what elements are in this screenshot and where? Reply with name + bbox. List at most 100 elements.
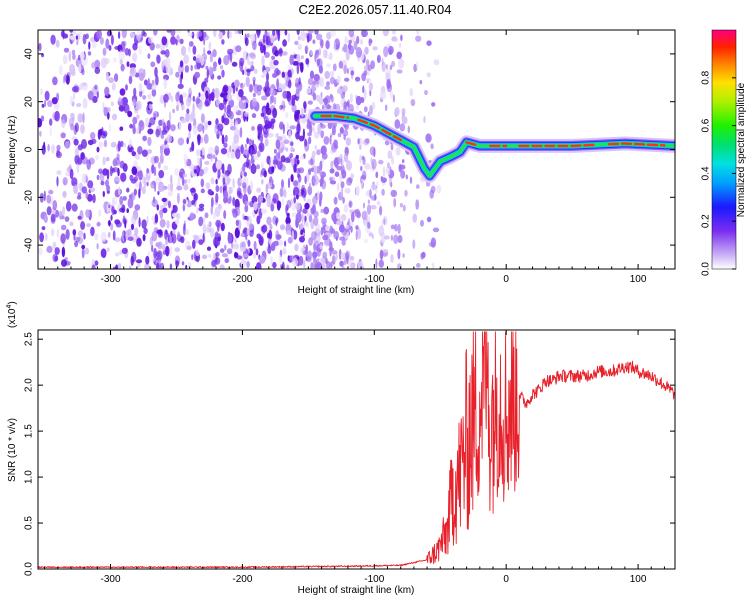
heatmap-cell [286, 199, 292, 209]
heatmap-cell [390, 181, 393, 188]
heatmap-cell [232, 178, 235, 189]
heatmap-cell [343, 134, 347, 141]
heatmap-cell [210, 91, 215, 102]
heatmap-cell [235, 45, 242, 53]
heatmap-cell [52, 76, 58, 86]
heatmap-cell [369, 89, 372, 97]
heatmap-cell [286, 91, 292, 102]
heatmap-cell [201, 155, 205, 160]
heatmap-cell [366, 215, 371, 224]
heatmap-cell [336, 165, 342, 171]
heatmap-cell [250, 147, 253, 157]
heatmap-cell [387, 150, 393, 160]
heatmap-cell [246, 227, 250, 236]
heatmap-cell [187, 122, 192, 132]
heatmap-cell [166, 120, 171, 131]
heatmap-cell [227, 48, 234, 55]
heatmap-cell [74, 240, 79, 248]
heatmap-cell [265, 183, 269, 194]
heatmap-cell [367, 199, 370, 204]
heatmap-cell [110, 101, 114, 107]
heatmap-cell [98, 141, 104, 148]
heatmap-cell [234, 237, 237, 244]
heatmap-cell [205, 65, 209, 70]
heatmap-cell [363, 106, 368, 113]
heatmap-cell [338, 248, 342, 260]
heatmap-cell [328, 247, 335, 252]
heatmap-cell [119, 195, 124, 206]
heatmap-cell [402, 253, 405, 258]
heatmap-cell [120, 41, 126, 53]
heatmap-cell [390, 189, 397, 198]
heatmap-cell [157, 181, 165, 193]
heatmap-cell [192, 239, 196, 249]
ridge-peak [465, 141, 479, 147]
heatmap-cell [100, 180, 105, 186]
heatmap-cell [401, 159, 405, 164]
heatmap-cell [165, 238, 168, 246]
heatmap-cell [130, 223, 135, 231]
heatmap-cell [234, 251, 238, 259]
heatmap-cell [141, 219, 147, 230]
heatmap-cell [393, 37, 398, 42]
heatmap-cell [138, 45, 142, 55]
heatmap-cell [329, 76, 336, 85]
heatmap-cell [339, 260, 344, 267]
heatmap-cell [399, 164, 406, 170]
heatmap-cell [119, 59, 123, 65]
heatmap-cell [65, 172, 71, 177]
heatmap-cell [71, 177, 78, 187]
heatmap-cell [336, 75, 341, 84]
heatmap-cell [272, 73, 277, 78]
heatmap-cell [345, 137, 351, 146]
heatmap-cell [75, 35, 79, 40]
heatmap-cell [110, 141, 117, 148]
heatmap-cell [240, 144, 244, 155]
heatmap-cell [379, 205, 383, 216]
heatmap-cell [312, 92, 317, 101]
heatmap-cell [94, 66, 101, 75]
heatmap-cell [278, 47, 283, 57]
heatmap-cell [192, 102, 195, 114]
heatmap-cell [267, 245, 272, 255]
heatmap-cell [87, 180, 94, 189]
heatmap-cell [177, 137, 185, 146]
heatmap-cell [355, 76, 361, 82]
heatmap-cell [179, 94, 184, 104]
heatmap-cell [210, 177, 215, 185]
heatmap-cell [244, 37, 249, 47]
heatmap-cell [227, 233, 232, 244]
heatmap-cell [146, 215, 149, 225]
heatmap-cell [369, 188, 372, 199]
heatmap-cell [129, 31, 135, 39]
heatmap-cell [198, 102, 203, 111]
heatmap-cell [281, 198, 285, 206]
heatmap-cell [279, 201, 282, 209]
heatmap-cell [124, 219, 127, 229]
heatmap-cell [142, 234, 146, 242]
heatmap-cell [385, 67, 392, 78]
heatmap-cell [118, 105, 125, 112]
heatmap-cell [86, 223, 91, 228]
heatmap-cell [200, 93, 205, 102]
heatmap-cell [263, 115, 269, 125]
heatmap-cell [165, 49, 170, 58]
heatmap-cell [400, 170, 406, 179]
heatmap-cell [391, 60, 396, 67]
heatmap-cell [281, 71, 285, 78]
heatmap-cell [166, 220, 170, 229]
heatmap-cell [209, 53, 213, 63]
heatmap-cell [292, 180, 299, 187]
heatmap-cell [272, 46, 278, 56]
heatmap-cell [293, 196, 297, 204]
heatmap-cell [112, 230, 116, 241]
heatmap-cell [390, 143, 394, 151]
heatmap-cell [183, 223, 186, 231]
heatmap-cell [277, 151, 281, 159]
heatmap-cell [346, 68, 349, 75]
heatmap-cell [51, 228, 55, 237]
heatmap-cell [320, 182, 323, 187]
heatmap-cell [163, 165, 169, 171]
heatmap-cell [188, 88, 192, 94]
